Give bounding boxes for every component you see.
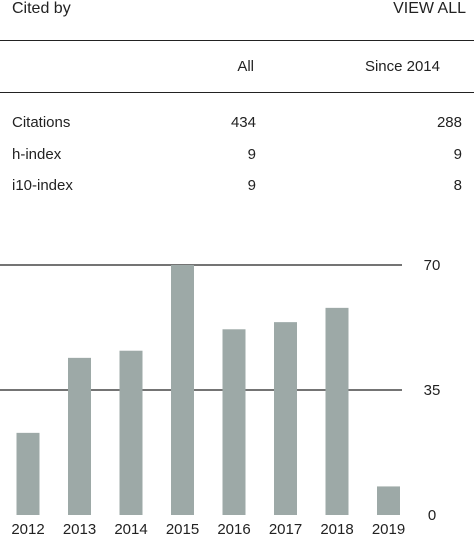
bar-2013[interactable]: [68, 357, 91, 515]
citations-all: 434: [230, 114, 256, 131]
cited-by-title: Cited by: [12, 0, 71, 17]
x-tick-label-2018: 2018: [320, 521, 353, 538]
i10-index-label[interactable]: i10-index: [12, 177, 73, 194]
bar-2017[interactable]: [274, 322, 297, 515]
h-index-label[interactable]: h-index: [12, 146, 62, 163]
column-header-all: All: [237, 58, 254, 75]
x-tick-label-2014: 2014: [114, 521, 147, 538]
x-tick-label-2013: 2013: [63, 521, 96, 538]
table-divider: [0, 92, 474, 93]
header-divider: [0, 40, 474, 41]
bar-2019[interactable]: [377, 486, 400, 515]
bar-2012[interactable]: [16, 432, 40, 515]
citations-per-year-chart: 0 35 70 2012 2013 2014 2015 2016 2017 2018 2019: [0, 257, 441, 538]
h-index-since-2014: 9: [453, 146, 462, 163]
x-tick-label-2012: 2012: [11, 521, 44, 538]
citations-since-2014: 288: [436, 114, 462, 131]
bar-2018[interactable]: [325, 307, 349, 515]
view-all-link[interactable]: VIEW ALL: [393, 0, 466, 17]
i10-index-since-2014: 8: [453, 177, 462, 194]
bar-2016[interactable]: [222, 329, 246, 515]
column-header-since-2014: Since 2014: [364, 58, 440, 75]
y-tick-label: 70: [424, 257, 441, 274]
bar-2015[interactable]: [171, 265, 194, 515]
x-tick-label-2015: 2015: [166, 521, 199, 538]
citations-label[interactable]: Citations: [12, 114, 71, 131]
x-tick-label-2016: 2016: [217, 521, 250, 538]
x-tick-label-2017: 2017: [269, 521, 302, 538]
y-tick-label: 35: [424, 382, 441, 399]
y-tick-label: 0: [428, 507, 436, 524]
bar-2014[interactable]: [119, 350, 143, 515]
x-tick-label-2019: 2019: [372, 521, 405, 538]
i10-index-all: 9: [247, 177, 256, 194]
h-index-all: 9: [247, 146, 256, 163]
